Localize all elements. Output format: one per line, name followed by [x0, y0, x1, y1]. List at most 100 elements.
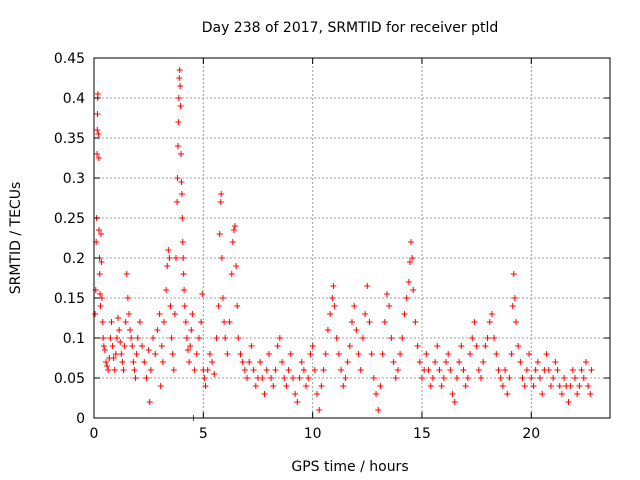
- data-point: [296, 375, 303, 381]
- data-point: [99, 319, 106, 325]
- x-tick-label: 20: [522, 426, 540, 442]
- data-point: [224, 351, 231, 357]
- data-point: [401, 311, 408, 317]
- data-point: [206, 351, 213, 357]
- data-point: [230, 227, 237, 233]
- data-point: [488, 311, 495, 317]
- data-point: [177, 103, 184, 109]
- data-point: [127, 327, 134, 333]
- chart-title: Day 238 of 2017, SRMTID for receiver ptl…: [202, 20, 499, 36]
- data-point: [292, 391, 299, 397]
- data-point: [105, 367, 112, 373]
- data-point: [276, 335, 283, 341]
- data-point: [98, 259, 105, 265]
- data-point: [179, 239, 186, 245]
- data-point: [408, 239, 415, 245]
- data-point: [130, 359, 137, 365]
- data-point: [101, 347, 108, 353]
- data-point: [169, 351, 176, 357]
- data-point: [97, 231, 104, 237]
- data-point: [213, 335, 220, 341]
- data-point: [191, 367, 198, 373]
- data-point: [220, 295, 226, 301]
- data-point: [125, 311, 132, 317]
- data-point: [252, 383, 259, 389]
- data-point: [508, 351, 515, 357]
- y-tick-label: 0.2: [63, 251, 85, 267]
- x-tick-label: 10: [304, 426, 322, 442]
- data-point: [493, 351, 500, 357]
- data-point: [458, 343, 465, 349]
- data-point: [480, 359, 487, 365]
- data-point: [537, 375, 544, 381]
- data-point: [139, 343, 146, 349]
- data-point: [574, 391, 581, 397]
- data-point: [539, 391, 546, 397]
- data-point: [154, 327, 161, 333]
- y-tick-label: 0.15: [54, 291, 85, 307]
- data-point: [128, 335, 135, 341]
- data-point: [215, 303, 222, 309]
- data-point: [329, 295, 336, 301]
- data-point: [346, 343, 353, 349]
- data-point: [171, 311, 178, 317]
- data-point: [451, 399, 458, 405]
- data-point: [534, 359, 541, 365]
- data-point: [399, 335, 406, 341]
- data-point: [176, 67, 183, 73]
- data-point: [177, 83, 184, 89]
- data-point: [471, 319, 478, 325]
- data-point: [305, 375, 312, 381]
- data-point: [578, 367, 585, 373]
- data-point: [410, 287, 417, 293]
- data-point: [181, 303, 188, 309]
- data-point: [547, 383, 554, 389]
- data-point: [443, 359, 450, 365]
- data-point: [298, 359, 305, 365]
- data-point: [167, 303, 174, 309]
- data-point: [234, 303, 241, 309]
- data-point: [201, 375, 208, 381]
- data-point: [526, 351, 533, 357]
- data-point: [211, 371, 218, 377]
- data-point: [342, 375, 349, 381]
- grid: [94, 58, 610, 418]
- data-point: [178, 191, 185, 197]
- data-point: [166, 255, 173, 261]
- data-point: [362, 311, 369, 317]
- data-point: [294, 399, 301, 405]
- data-point: [530, 383, 537, 389]
- data-point: [228, 271, 235, 277]
- data-point: [449, 391, 456, 397]
- data-point: [165, 247, 172, 253]
- data-point: [279, 359, 286, 365]
- data-point: [324, 327, 331, 333]
- data-point: [383, 291, 390, 297]
- data-point: [216, 231, 223, 237]
- data-point: [462, 383, 469, 389]
- data-point: [244, 375, 251, 381]
- data-point: [552, 359, 559, 365]
- data-point: [188, 327, 195, 333]
- data-point: [199, 291, 206, 297]
- data-point: [198, 319, 205, 325]
- data-point: [554, 367, 561, 373]
- data-point: [429, 375, 436, 381]
- y-tick-label: 0: [76, 411, 85, 427]
- data-point: [309, 343, 316, 349]
- data-point: [469, 335, 476, 341]
- data-point: [377, 383, 384, 389]
- data-point: [116, 327, 123, 333]
- y-ticks: 0 0.05 0.1 0.15 0.2 0.25 0.3 0.35 0.4 0.45: [54, 51, 610, 427]
- data-point: [318, 383, 325, 389]
- data-point: [344, 359, 351, 365]
- data-point: [168, 335, 175, 341]
- data-point: [94, 111, 101, 117]
- data-point: [587, 391, 594, 397]
- data-point: [121, 343, 128, 349]
- x-tick-label: 5: [199, 426, 208, 442]
- data-point: [174, 143, 181, 149]
- data-point: [368, 351, 375, 357]
- data-point: [202, 383, 209, 389]
- data-point: [569, 367, 576, 373]
